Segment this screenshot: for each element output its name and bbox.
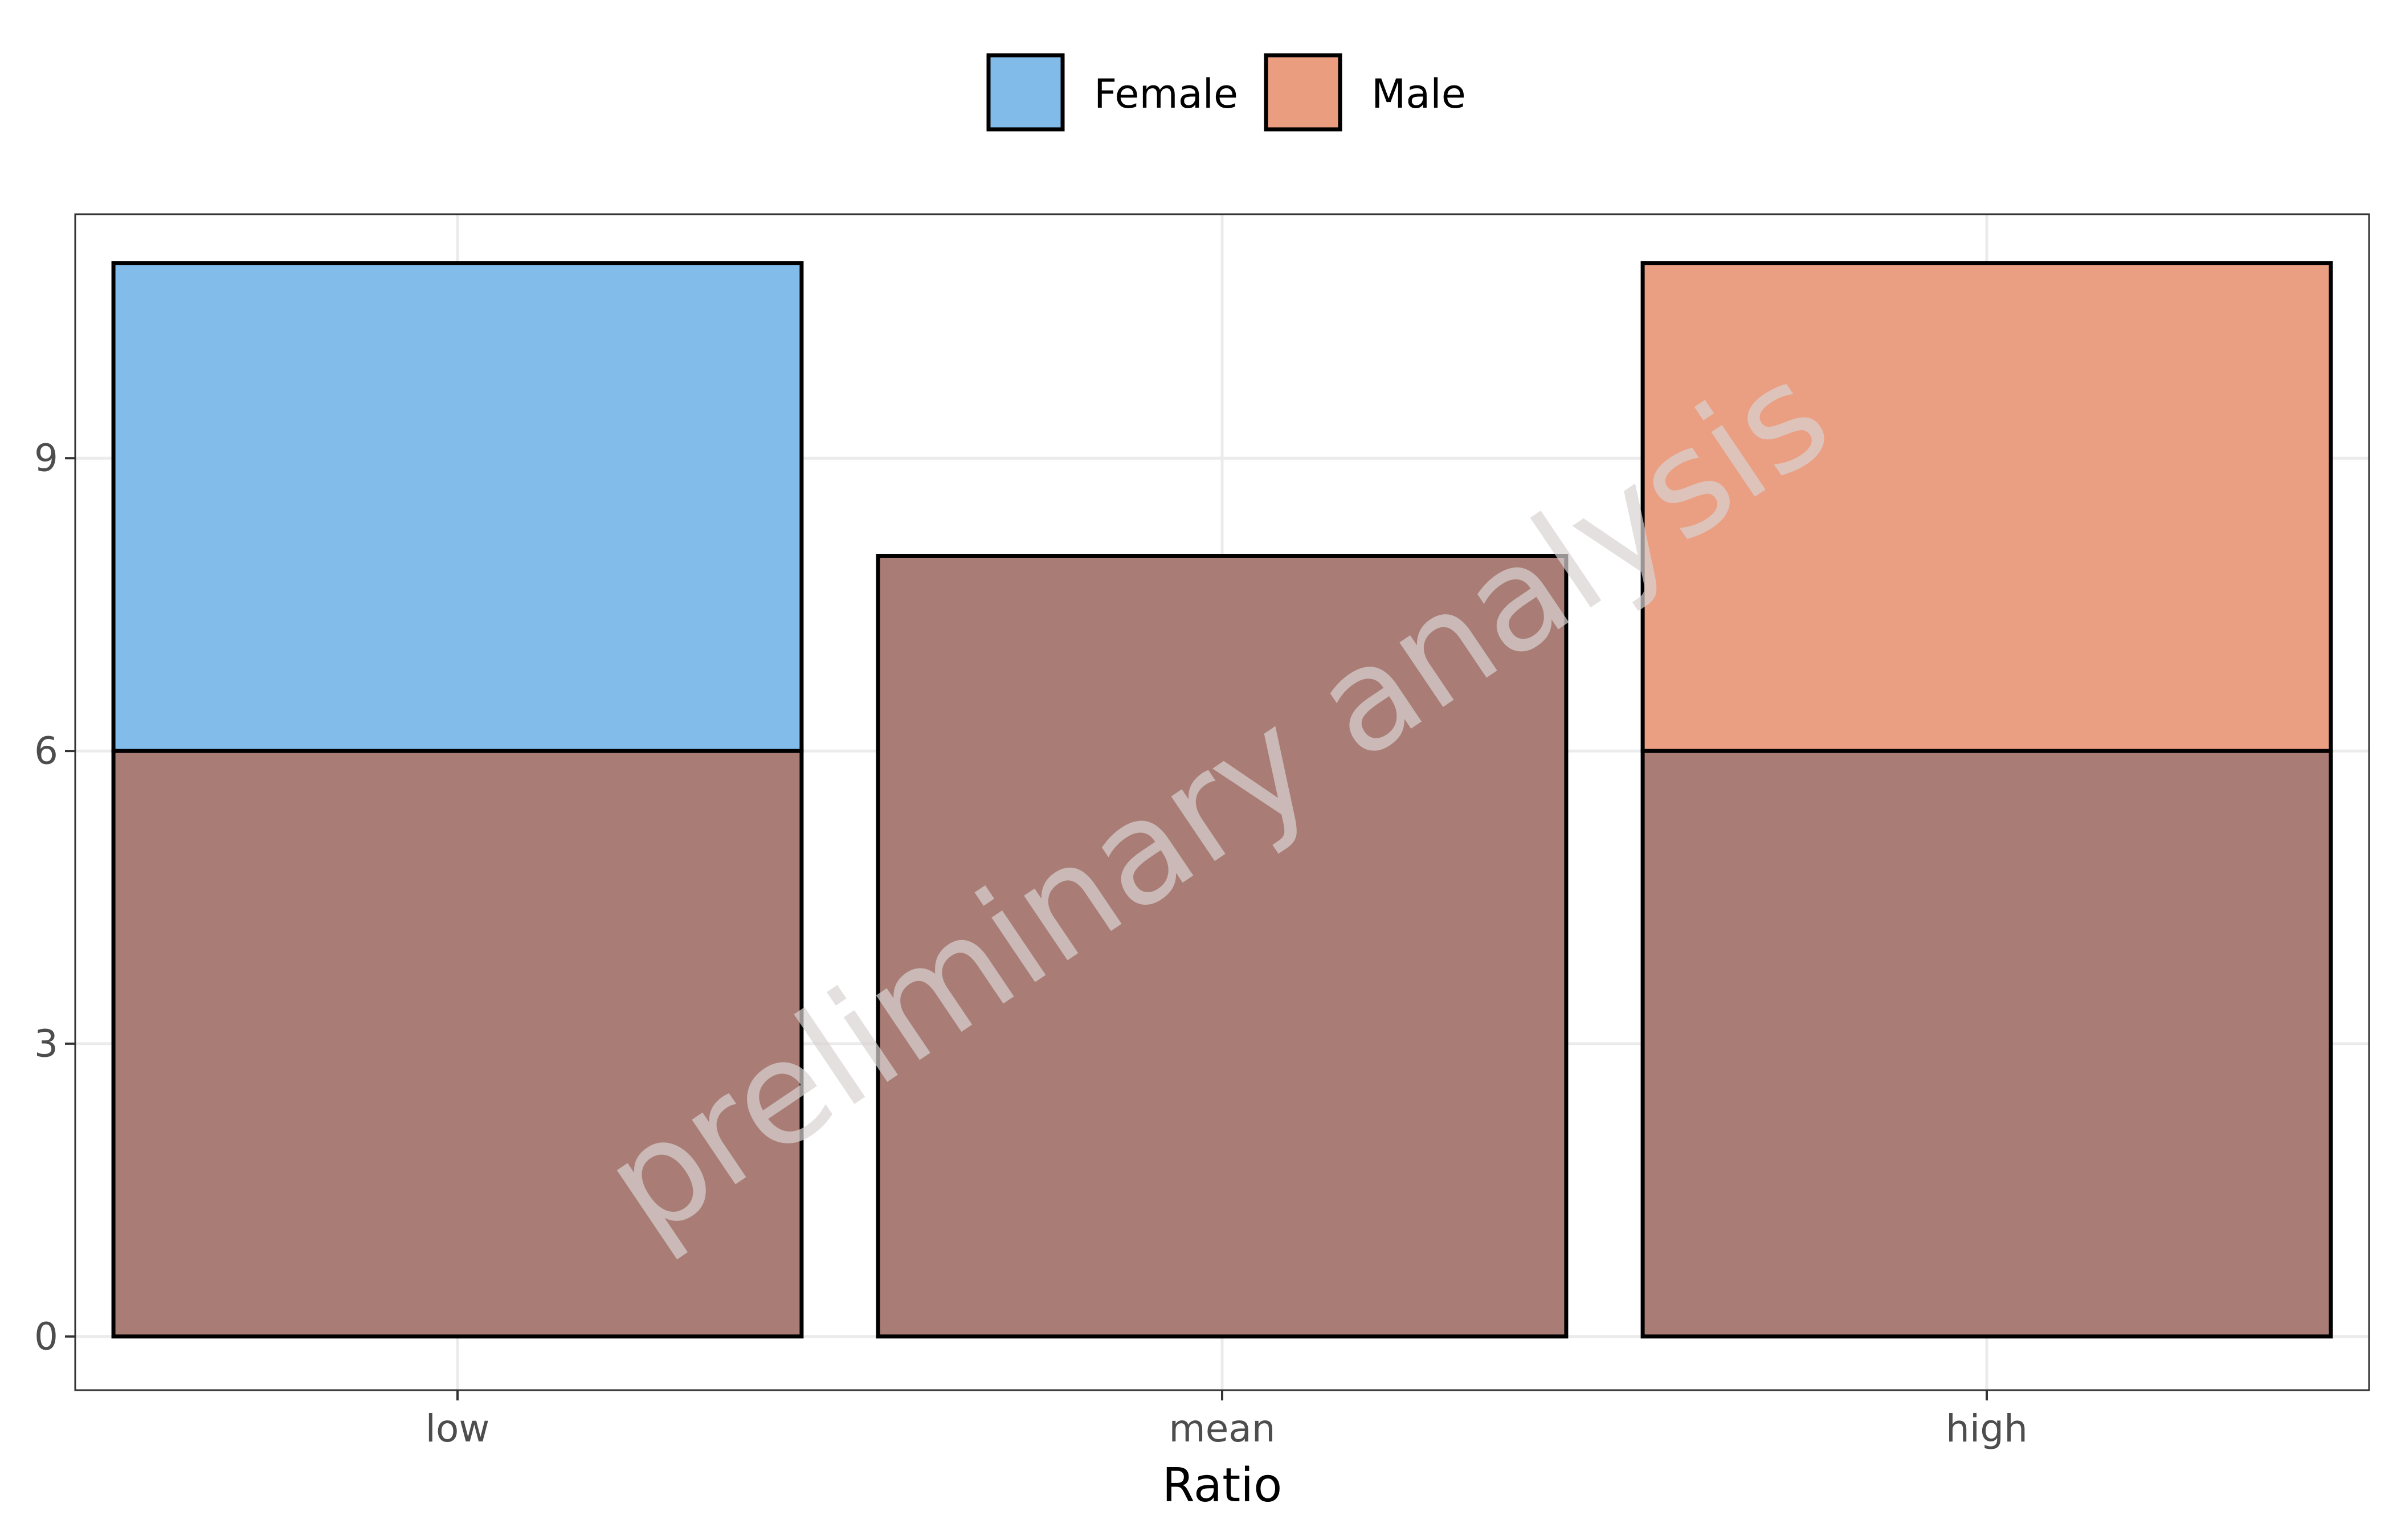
x-tick-label: high	[1946, 1407, 2028, 1451]
y-tick-label: 6	[34, 729, 58, 773]
x-axis-title: Ratio	[1162, 1459, 1283, 1513]
bar-male-high	[1640, 261, 2333, 753]
legend-key-male	[1264, 53, 1342, 132]
x-tick-label: mean	[1169, 1407, 1275, 1451]
bar-overlap-low	[111, 749, 804, 1339]
bar-overlap-mean	[876, 554, 1569, 1339]
y-axis: 0 3 6 9	[34, 436, 75, 1358]
y-tick-label: 3	[34, 1022, 58, 1065]
legend-key-female	[986, 53, 1065, 132]
bar-female-low	[111, 261, 804, 753]
legend-label-male: Male	[1371, 71, 1466, 117]
legend: Female Male	[986, 53, 1466, 132]
y-tick-label: 0	[34, 1314, 58, 1358]
x-tick-label: low	[426, 1407, 490, 1451]
bars	[111, 261, 2333, 1339]
x-axis: low mean high	[426, 1390, 2028, 1451]
bar-overlap-high	[1640, 749, 2333, 1339]
y-tick-label: 9	[34, 436, 58, 480]
legend-label-female: Female	[1094, 71, 1238, 117]
